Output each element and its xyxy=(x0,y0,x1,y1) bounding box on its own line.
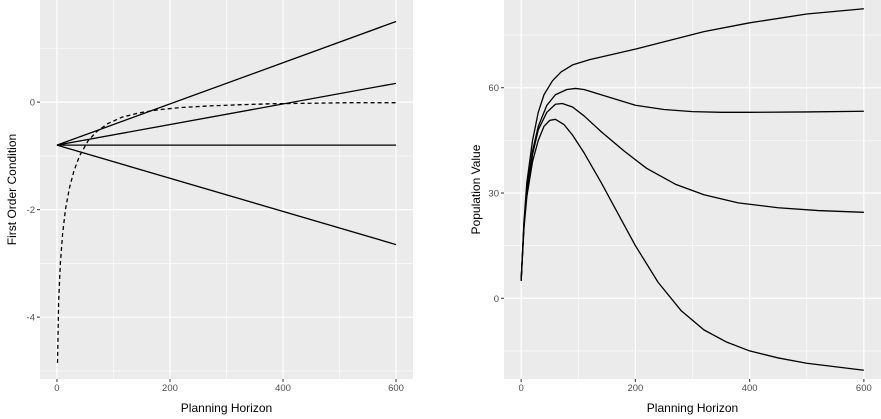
series-line-dashed xyxy=(56,102,397,363)
x-tick-label: 0 xyxy=(518,383,523,394)
series-line-4 xyxy=(520,118,864,371)
series-line-1 xyxy=(56,20,397,146)
series-line-4 xyxy=(56,144,397,246)
y-tick-label: 60 xyxy=(488,83,499,94)
x-axis-title: Planning Horizon xyxy=(647,401,738,415)
right-chart-population-value: 0 200 400 600 0 30 60 Planning Horizon Populatio… xyxy=(469,0,881,415)
series-line-3 xyxy=(520,102,864,281)
x-tick-label: 400 xyxy=(275,383,291,394)
x-tick-label: 400 xyxy=(742,383,758,394)
y-tick-label: 0 xyxy=(494,294,499,305)
series-line-2 xyxy=(520,87,864,281)
x-tick-label: 0 xyxy=(54,383,59,394)
y-tick-label: 0 xyxy=(30,98,35,109)
x-tick-label: 200 xyxy=(627,383,643,394)
y-tick-label: -4 xyxy=(27,313,35,324)
y-axis-title: First Order Condition xyxy=(5,134,19,245)
y-tick-label: -2 xyxy=(27,205,35,216)
x-axis-title: Planning Horizon xyxy=(181,401,272,415)
y-tick-label: 30 xyxy=(488,189,499,200)
left-chart-first-order-condition: 0 200 400 600 -4 -2 0 Planning Horizon First Ord… xyxy=(5,0,413,415)
x-tick-label: 200 xyxy=(162,383,178,394)
x-tick-label: 600 xyxy=(856,383,872,394)
y-axis-title: Population Value xyxy=(469,144,483,234)
series-line-2 xyxy=(56,82,397,146)
series-line-1 xyxy=(520,8,864,281)
x-tick-label: 600 xyxy=(388,383,404,394)
